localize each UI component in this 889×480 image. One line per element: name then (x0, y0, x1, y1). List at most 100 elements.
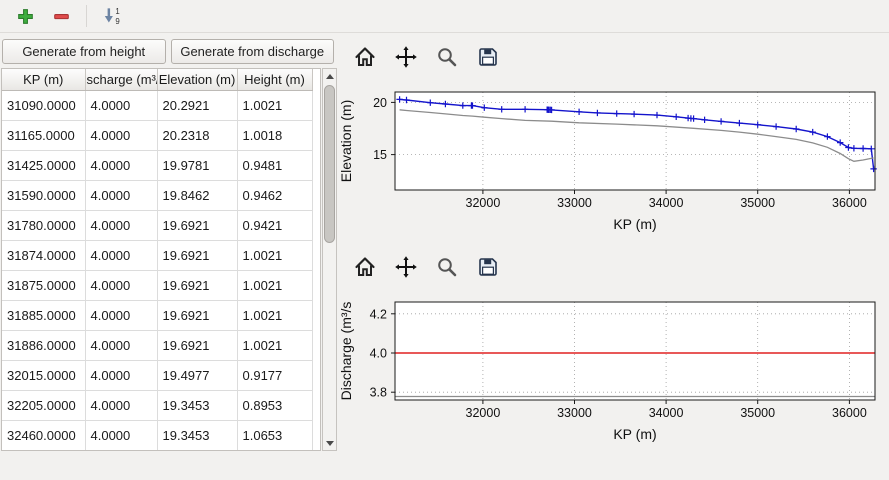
add-row-button[interactable] (14, 5, 36, 27)
table-cell[interactable]: 4.0000 (85, 150, 158, 181)
elevation-chart[interactable]: 32000 33000 34000 35000 36000 15 20 KP (m) Eleva… (337, 82, 889, 237)
boundary-table-frame: KP (m) scharge (m³/Elevation (m) Height (m… (1, 68, 321, 451)
save-icon (479, 48, 497, 66)
table-row: 31886.0000 4.0000 19.6921 1.0021 (2, 330, 313, 361)
svg-text:KP (m): KP (m) (613, 426, 656, 442)
table-cell[interactable]: 1.0018 (237, 120, 313, 151)
svg-text:32000: 32000 (466, 196, 501, 210)
save-icon (479, 258, 497, 276)
table-cell[interactable]: 32460.0000 (2, 420, 86, 450)
table-cell[interactable]: 4.0000 (85, 180, 158, 211)
zoom-icon (438, 258, 457, 277)
table-cell[interactable]: 0.9421 (237, 210, 313, 241)
home-icon (355, 257, 375, 276)
table-cell[interactable]: 19.9781 (157, 150, 238, 181)
table-vertical-scrollbar[interactable] (322, 68, 337, 451)
table-cell[interactable]: 31885.0000 (2, 300, 86, 331)
zoom-button[interactable] (434, 254, 460, 280)
table-cell[interactable]: 19.6921 (157, 330, 238, 361)
table-cell[interactable]: 4.0000 (85, 210, 158, 241)
table-cell[interactable]: 19.3453 (157, 420, 238, 450)
table-cell[interactable]: 4.0000 (85, 240, 158, 271)
svg-text:20: 20 (373, 96, 387, 110)
table-cell[interactable]: 4.0000 (85, 390, 158, 421)
svg-text:3.8: 3.8 (370, 386, 387, 400)
table-cell[interactable]: 4.0000 (85, 300, 158, 331)
table-row: 31885.0000 4.0000 19.6921 1.0021 (2, 300, 313, 331)
arrow-down-icon (325, 440, 334, 446)
scrollbar-thumb[interactable] (324, 85, 335, 243)
table-cell[interactable]: 31874.0000 (2, 240, 86, 271)
table-cell[interactable]: 32205.0000 (2, 390, 86, 421)
svg-text:34000: 34000 (649, 196, 684, 210)
table-cell[interactable]: 0.9462 (237, 180, 313, 211)
minus-icon (53, 13, 69, 19)
table-cell[interactable]: 19.6921 (157, 240, 238, 271)
discharge-figure-toolbar (352, 254, 501, 280)
table-cell[interactable]: 4.0000 (85, 270, 158, 301)
pan-button[interactable] (393, 254, 419, 280)
table-cell[interactable]: 31590.0000 (2, 180, 86, 211)
column-header[interactable]: KP (m) (2, 69, 86, 91)
table-cell[interactable]: 0.9481 (237, 150, 313, 181)
scroll-down-button[interactable] (323, 436, 336, 450)
table-cell[interactable]: 4.0000 (85, 120, 158, 151)
column-header[interactable]: scharge (m³/ (85, 69, 158, 91)
table-cell[interactable]: 19.4977 (157, 360, 238, 391)
svg-text:33000: 33000 (557, 406, 592, 420)
table-cell[interactable]: 31780.0000 (2, 210, 86, 241)
scroll-up-button[interactable] (323, 69, 336, 83)
table-cell[interactable]: 1.0021 (237, 330, 313, 361)
table-cell[interactable]: 19.6921 (157, 300, 238, 331)
app-toolbar: 1 9 (0, 0, 889, 33)
pan-button[interactable] (393, 44, 419, 70)
svg-text:KP (m): KP (m) (613, 216, 656, 232)
table-cell[interactable]: 1.0021 (237, 270, 313, 301)
column-header[interactable]: Elevation (m) (157, 69, 238, 91)
table-cell[interactable]: 4.0000 (85, 360, 158, 391)
table-cell[interactable]: 31165.0000 (2, 120, 86, 151)
table-cell[interactable]: 4.0000 (85, 420, 158, 450)
generate-from-discharge-button[interactable]: Generate from discharge (170, 39, 334, 64)
table-cell[interactable]: 32015.0000 (2, 360, 86, 391)
svg-text:4.2: 4.2 (370, 307, 387, 321)
table-row: 31165.0000 4.0000 20.2318 1.0018 (2, 120, 313, 151)
home-button[interactable] (352, 44, 378, 70)
zoom-button[interactable] (434, 44, 460, 70)
generate-from-height-button[interactable]: Generate from height (2, 39, 166, 64)
table-cell[interactable]: 4.0000 (85, 90, 158, 121)
sort-numeric-down-icon: 1 9 (104, 7, 120, 25)
table-cell[interactable]: 1.0021 (237, 240, 313, 271)
table-cell[interactable]: 19.8462 (157, 180, 238, 211)
save-button[interactable] (475, 254, 501, 280)
table-cell[interactable]: 31090.0000 (2, 90, 86, 121)
table-cell[interactable]: 31886.0000 (2, 330, 86, 361)
remove-row-button[interactable] (50, 5, 72, 27)
table-row: 31780.0000 4.0000 19.6921 0.9421 (2, 210, 313, 241)
table-cell[interactable]: 4.0000 (85, 330, 158, 361)
table-cell[interactable]: 19.3453 (157, 390, 238, 421)
table-row: 32205.0000 4.0000 19.3453 0.8953 (2, 390, 313, 421)
svg-text:Discharge (m³/s: Discharge (m³/s (338, 302, 354, 401)
table-cell[interactable]: 0.8953 (237, 390, 313, 421)
sort-rows-button[interactable]: 1 9 (101, 5, 123, 27)
table-row: 31875.0000 4.0000 19.6921 1.0021 (2, 270, 313, 301)
table-cell[interactable]: 0.9177 (237, 360, 313, 391)
table-cell[interactable]: 1.0021 (237, 90, 313, 121)
home-button[interactable] (352, 254, 378, 280)
svg-text:35000: 35000 (740, 406, 775, 420)
table-cell[interactable]: 20.2921 (157, 90, 238, 121)
table-cell[interactable]: 1.0653 (237, 420, 313, 450)
table-cell[interactable]: 19.6921 (157, 270, 238, 301)
save-button[interactable] (475, 44, 501, 70)
table-cell[interactable]: 31875.0000 (2, 270, 86, 301)
discharge-chart[interactable]: 32000 33000 34000 35000 36000 3.8 4.0 4.2 KP (m)… (337, 292, 889, 447)
table-cell[interactable]: 31425.0000 (2, 150, 86, 181)
table-body: 31090.0000 4.0000 20.2921 1.0021 31165.0000 4… (2, 90, 313, 450)
table-cell[interactable]: 19.6921 (157, 210, 238, 241)
table-cell[interactable]: 1.0021 (237, 300, 313, 331)
table-cell[interactable]: 20.2318 (157, 120, 238, 151)
table-row: 31874.0000 4.0000 19.6921 1.0021 (2, 240, 313, 271)
column-header[interactable]: Height (m) (237, 69, 313, 91)
